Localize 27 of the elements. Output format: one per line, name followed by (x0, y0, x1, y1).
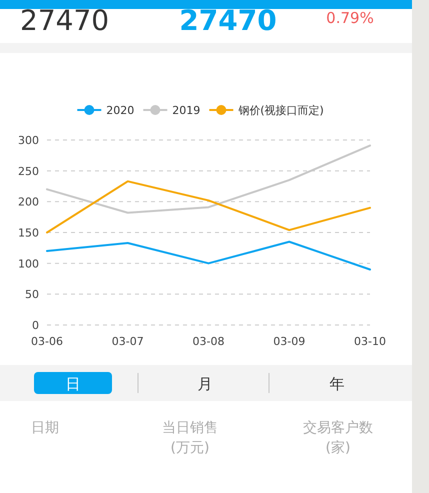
y-tick-label: 250 (18, 164, 39, 178)
text: 日 (66, 375, 80, 393)
x-tick-label: 03-06 (31, 335, 63, 348)
x-tick-label: 03-09 (273, 335, 306, 348)
line-series (46, 180, 371, 234)
text: 日期 (31, 420, 59, 436)
text: 27470 (20, 4, 110, 37)
text: 当日销售(万元) (162, 420, 218, 456)
y-tick-label: 0 (32, 319, 39, 332)
y-tick-label: 100 (18, 257, 39, 270)
legend-label: 2019 (172, 104, 200, 117)
line-series (46, 240, 371, 270)
x-tick-label: 03-08 (192, 335, 224, 348)
legend-label: 钢价(视接口而定) (237, 104, 324, 117)
text: 交易客户数(家) (303, 420, 373, 456)
text: 0.79% (326, 9, 374, 27)
text: 27470 (179, 4, 277, 37)
y-tick-label: 150 (18, 226, 39, 240)
y-tick-label: 200 (18, 196, 39, 209)
text: 月 (198, 375, 212, 393)
x-tick-label: 03-10 (354, 335, 386, 348)
y-tick-label: 50 (25, 288, 39, 302)
line-series (46, 144, 371, 214)
y-tick-label: 300 (18, 134, 39, 147)
x-tick-label: 03-07 (112, 335, 144, 348)
legend-label: 2020 (106, 104, 134, 117)
text: 年 (330, 375, 344, 393)
